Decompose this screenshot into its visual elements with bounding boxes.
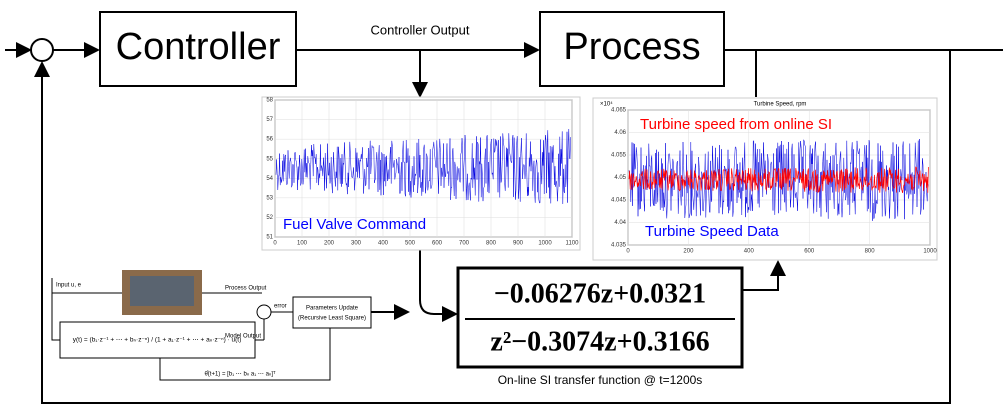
input-label: Input u, e: [56, 283, 82, 289]
x-tick-label: 300: [351, 241, 362, 247]
model-equation: y(t) = (b₁·z⁻¹ + ⋯ + bₙ·z⁻ⁿ) / (1 + a₁·z…: [73, 337, 242, 344]
y-tick-label: 4.045: [611, 198, 627, 204]
diagram: Controller Process Controller Output 58 5…: [0, 0, 1005, 408]
y-tick-label: 56: [266, 137, 273, 143]
output-label: Process Output: [225, 286, 267, 292]
y-tick-label: 4.055: [611, 153, 627, 159]
x-tick-label: 200: [324, 241, 335, 247]
y-tick-label: 57: [266, 117, 273, 123]
x-tick-label: 200: [683, 249, 694, 255]
signal-label: Controller Output: [371, 22, 470, 37]
axis-exponent: ×10⁴: [600, 101, 613, 108]
x-tick-label: 900: [513, 241, 524, 247]
x-tick-label: 1000: [538, 241, 552, 247]
x-tick-label: 100: [297, 241, 308, 247]
update-box: [293, 297, 371, 328]
y-tick-label: 4.06: [614, 130, 626, 136]
y-tick-label: 4.065: [611, 108, 627, 114]
x-tick-label: 1000: [923, 249, 937, 255]
x-tick-label: 500: [405, 241, 416, 247]
speed-plot: Turbine Speed, rpm ×10⁴ 4.065 4.06 4.055 4.…: [593, 98, 937, 260]
y-tick-label: 4.04: [614, 220, 626, 226]
denominator: z²−0.3074z+0.3166: [490, 326, 709, 357]
error-label: error: [274, 304, 287, 310]
plot-label: Fuel Valve Command: [283, 216, 426, 233]
parameter-vector: θ̂(t+1) = [b₁ ⋯ bₙ a₁ ⋯ aₙ]ᵀ: [204, 371, 276, 378]
x-tick-label: 800: [865, 249, 876, 255]
plot-label: Turbine speed from online SI: [640, 116, 832, 133]
y-tick-label: 55: [266, 156, 273, 162]
y-tick-label: 4.05: [614, 175, 626, 181]
update-title: Parameters Update: [306, 306, 359, 312]
plot-title: Turbine Speed, rpm: [754, 102, 807, 108]
y-tick-label: 58: [266, 98, 273, 104]
y-tick-label: 52: [266, 215, 273, 221]
y-tick-label: 53: [266, 195, 273, 201]
y-tick-label: 54: [266, 176, 273, 182]
plot-label: Turbine Speed Data: [645, 223, 779, 240]
y-tick-label: 4.035: [611, 243, 627, 249]
controller-label: Controller: [116, 26, 281, 68]
process-label: Process: [563, 26, 700, 68]
x-tick-label: 600: [432, 241, 443, 247]
x-tick-label: 800: [486, 241, 497, 247]
numerator: −0.06276z+0.0321: [494, 278, 706, 309]
update-method: (Recursive Least Square): [298, 316, 366, 322]
x-tick-label: 600: [804, 249, 815, 255]
x-tick-label: 400: [744, 249, 755, 255]
rls-diagram: Input u, e Process Output Model Output e…: [52, 270, 371, 380]
caption: On-line SI transfer function @ t=1200s: [498, 373, 703, 387]
x-tick-label: 1100: [566, 241, 580, 247]
x-tick-label: 700: [459, 241, 470, 247]
x-tick-label: 400: [378, 241, 389, 247]
